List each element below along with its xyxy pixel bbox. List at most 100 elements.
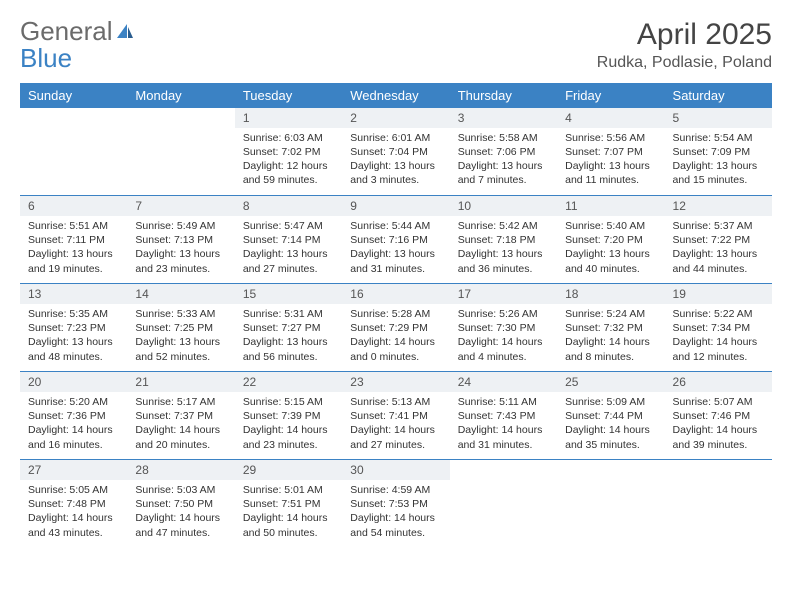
calendar-cell: 13Sunrise: 5:35 AMSunset: 7:23 PMDayligh… [20,284,127,372]
calendar-cell: 11Sunrise: 5:40 AMSunset: 7:20 PMDayligh… [557,196,664,284]
sunset-text: Sunset: 7:53 PM [350,497,441,511]
daylight-text-2: and 47 minutes. [135,526,226,540]
calendar-cell: 30Sunrise: 4:59 AMSunset: 7:53 PMDayligh… [342,460,449,548]
day-content: Sunrise: 5:44 AMSunset: 7:16 PMDaylight:… [342,216,449,282]
day-number: 14 [127,284,234,304]
sunrise-text: Sunrise: 5:03 AM [135,483,226,497]
daylight-text-1: Daylight: 13 hours [458,159,549,173]
calendar-cell: 28Sunrise: 5:03 AMSunset: 7:50 PMDayligh… [127,460,234,548]
calendar-cell-empty [20,108,127,196]
sunset-text: Sunset: 7:51 PM [243,497,334,511]
day-number: 4 [557,108,664,128]
calendar-cell: 22Sunrise: 5:15 AMSunset: 7:39 PMDayligh… [235,372,342,460]
weekday-header: Thursday [450,83,557,108]
daylight-text-2: and 23 minutes. [243,438,334,452]
day-content: Sunrise: 5:47 AMSunset: 7:14 PMDaylight:… [235,216,342,282]
calendar-cell: 25Sunrise: 5:09 AMSunset: 7:44 PMDayligh… [557,372,664,460]
brand-part1: General [20,16,113,46]
daylight-text-1: Daylight: 13 hours [243,247,334,261]
sunrise-text: Sunrise: 5:20 AM [28,395,119,409]
sunset-text: Sunset: 7:50 PM [135,497,226,511]
daylight-text-2: and 50 minutes. [243,526,334,540]
sunset-text: Sunset: 7:32 PM [565,321,656,335]
sunrise-text: Sunrise: 5:49 AM [135,219,226,233]
weekday-header: Friday [557,83,664,108]
day-content: Sunrise: 4:59 AMSunset: 7:53 PMDaylight:… [342,480,449,546]
calendar-cell: 6Sunrise: 5:51 AMSunset: 7:11 PMDaylight… [20,196,127,284]
daylight-text-2: and 15 minutes. [673,173,764,187]
daylight-text-2: and 31 minutes. [350,262,441,276]
sunset-text: Sunset: 7:29 PM [350,321,441,335]
day-number: 7 [127,196,234,216]
day-content: Sunrise: 5:40 AMSunset: 7:20 PMDaylight:… [557,216,664,282]
daylight-text-2: and 4 minutes. [458,350,549,364]
daylight-text-1: Daylight: 14 hours [243,423,334,437]
daylight-text-1: Daylight: 14 hours [28,423,119,437]
sunrise-text: Sunrise: 5:44 AM [350,219,441,233]
day-content: Sunrise: 5:42 AMSunset: 7:18 PMDaylight:… [450,216,557,282]
day-content: Sunrise: 5:37 AMSunset: 7:22 PMDaylight:… [665,216,772,282]
sunset-text: Sunset: 7:04 PM [350,145,441,159]
sunset-text: Sunset: 7:27 PM [243,321,334,335]
day-content: Sunrise: 5:13 AMSunset: 7:41 PMDaylight:… [342,392,449,458]
daylight-text-1: Daylight: 14 hours [350,511,441,525]
day-content: Sunrise: 5:54 AMSunset: 7:09 PMDaylight:… [665,128,772,194]
sunrise-text: Sunrise: 6:01 AM [350,131,441,145]
daylight-text-1: Daylight: 14 hours [673,423,764,437]
daylight-text-2: and 8 minutes. [565,350,656,364]
header: GeneralBlue April 2025 Rudka, Podlasie, … [20,18,772,73]
day-content: Sunrise: 5:22 AMSunset: 7:34 PMDaylight:… [665,304,772,370]
weekday-header: Sunday [20,83,127,108]
day-content: Sunrise: 5:35 AMSunset: 7:23 PMDaylight:… [20,304,127,370]
day-content: Sunrise: 5:24 AMSunset: 7:32 PMDaylight:… [557,304,664,370]
sunrise-text: Sunrise: 5:26 AM [458,307,549,321]
daylight-text-1: Daylight: 14 hours [135,423,226,437]
day-number: 23 [342,372,449,392]
calendar-cell: 7Sunrise: 5:49 AMSunset: 7:13 PMDaylight… [127,196,234,284]
sunrise-text: Sunrise: 5:37 AM [673,219,764,233]
day-number: 26 [665,372,772,392]
sunrise-text: Sunrise: 5:35 AM [28,307,119,321]
day-number: 17 [450,284,557,304]
day-content: Sunrise: 5:56 AMSunset: 7:07 PMDaylight:… [557,128,664,194]
calendar-cell-empty [557,460,664,548]
calendar-cell: 12Sunrise: 5:37 AMSunset: 7:22 PMDayligh… [665,196,772,284]
daylight-text-2: and 44 minutes. [673,262,764,276]
daylight-text-1: Daylight: 14 hours [135,511,226,525]
day-content: Sunrise: 5:26 AMSunset: 7:30 PMDaylight:… [450,304,557,370]
sunrise-text: Sunrise: 5:05 AM [28,483,119,497]
day-number: 20 [20,372,127,392]
daylight-text-2: and 39 minutes. [673,438,764,452]
sunrise-text: Sunrise: 5:47 AM [243,219,334,233]
calendar-cell: 18Sunrise: 5:24 AMSunset: 7:32 PMDayligh… [557,284,664,372]
calendar-row: 1Sunrise: 6:03 AMSunset: 7:02 PMDaylight… [20,108,772,196]
calendar-cell: 16Sunrise: 5:28 AMSunset: 7:29 PMDayligh… [342,284,449,372]
day-content: Sunrise: 5:17 AMSunset: 7:37 PMDaylight:… [127,392,234,458]
day-number: 25 [557,372,664,392]
calendar-cell: 14Sunrise: 5:33 AMSunset: 7:25 PMDayligh… [127,284,234,372]
daylight-text-2: and 56 minutes. [243,350,334,364]
daylight-text-2: and 36 minutes. [458,262,549,276]
daylight-text-2: and 12 minutes. [673,350,764,364]
day-number: 2 [342,108,449,128]
calendar-cell-empty [450,460,557,548]
day-number: 3 [450,108,557,128]
calendar-cell: 17Sunrise: 5:26 AMSunset: 7:30 PMDayligh… [450,284,557,372]
sunrise-text: Sunrise: 5:54 AM [673,131,764,145]
daylight-text-1: Daylight: 13 hours [350,247,441,261]
daylight-text-2: and 11 minutes. [565,173,656,187]
day-number: 15 [235,284,342,304]
sunset-text: Sunset: 7:48 PM [28,497,119,511]
sunrise-text: Sunrise: 5:22 AM [673,307,764,321]
sunset-text: Sunset: 7:44 PM [565,409,656,423]
calendar-cell: 27Sunrise: 5:05 AMSunset: 7:48 PMDayligh… [20,460,127,548]
daylight-text-1: Daylight: 14 hours [458,423,549,437]
sunset-text: Sunset: 7:43 PM [458,409,549,423]
calendar-cell: 2Sunrise: 6:01 AMSunset: 7:04 PMDaylight… [342,108,449,196]
day-content: Sunrise: 5:33 AMSunset: 7:25 PMDaylight:… [127,304,234,370]
daylight-text-2: and 48 minutes. [28,350,119,364]
day-number: 9 [342,196,449,216]
day-number: 8 [235,196,342,216]
month-title: April 2025 [597,18,772,52]
calendar-cell: 29Sunrise: 5:01 AMSunset: 7:51 PMDayligh… [235,460,342,548]
